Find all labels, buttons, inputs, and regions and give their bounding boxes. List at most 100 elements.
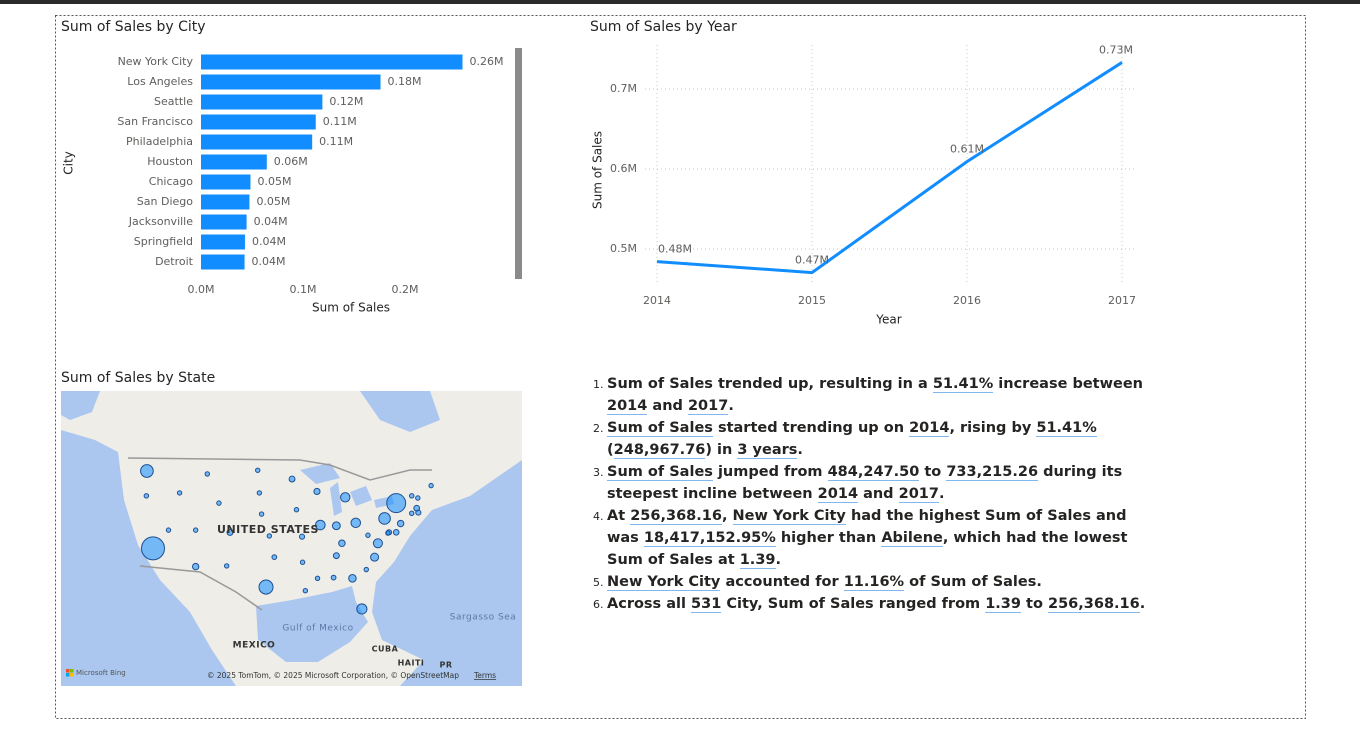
bubble xyxy=(256,490,263,496)
bubble xyxy=(140,464,154,478)
bubble xyxy=(385,530,391,536)
x-tick-label: 0.0M xyxy=(188,283,215,296)
narrative-text: higher than xyxy=(775,530,882,546)
bubble xyxy=(409,510,415,517)
border xyxy=(127,457,432,481)
bar xyxy=(201,114,316,130)
chart-title: Sum of Sales by City xyxy=(61,19,206,35)
lake xyxy=(350,486,372,506)
bubble xyxy=(378,512,391,525)
bar xyxy=(201,174,251,190)
bubble xyxy=(415,509,422,516)
narrative-text: , rising by xyxy=(949,420,1037,436)
y-axis-title: City xyxy=(62,151,76,175)
bubble xyxy=(338,539,346,548)
bubble xyxy=(350,517,362,529)
map-terms: Terms xyxy=(473,671,496,680)
narrative-highlight: Abilene xyxy=(881,530,943,547)
bubble xyxy=(409,493,415,499)
bubble xyxy=(363,566,369,573)
bubble xyxy=(226,528,234,536)
narrative-text: to xyxy=(1020,596,1048,612)
bubble xyxy=(299,559,306,565)
bubble xyxy=(396,519,405,528)
lake xyxy=(300,463,340,484)
bubble xyxy=(288,475,296,483)
narrative-highlight: 256,368.16 xyxy=(630,508,722,525)
y-tick-label: Chicago xyxy=(149,175,193,188)
bubble xyxy=(314,575,321,582)
bubble xyxy=(313,487,321,495)
narrative-highlight: New York City xyxy=(732,508,846,525)
narrative-text: . xyxy=(797,442,803,458)
value-label: 0.11M xyxy=(319,135,353,148)
y-axis-title: Sum of Sales xyxy=(591,131,605,209)
narrative-highlight: 51.41% xyxy=(932,376,994,393)
bubble xyxy=(143,493,150,499)
narrative-highlight: 733,215.26 xyxy=(946,464,1039,481)
narrative-highlight: 51.41% xyxy=(1036,420,1097,437)
y-tick-label: 0.5M xyxy=(610,242,637,255)
narrative-text: . xyxy=(1139,596,1146,612)
narrative-text: increase between xyxy=(993,376,1143,392)
y-tick-label: Houston xyxy=(147,155,193,168)
narrative-text: Sum of Sales trended up, resulting in a xyxy=(607,376,933,392)
bubble xyxy=(302,588,309,594)
bubble xyxy=(271,554,278,561)
chart-title: Sum of Sales by State xyxy=(61,370,215,386)
bubble xyxy=(216,500,222,506)
bubble xyxy=(298,533,306,540)
bar xyxy=(201,234,245,250)
map-label: PR xyxy=(439,661,452,670)
narrative-highlight: 2017 xyxy=(898,486,939,503)
y-tick-label: Springfield xyxy=(134,235,193,248)
value-label: 0.73M xyxy=(1099,43,1133,56)
water xyxy=(61,430,236,686)
value-label: 0.06M xyxy=(274,155,308,168)
value-label: 0.61M xyxy=(950,143,984,156)
y-tick-label: Detroit xyxy=(155,255,194,268)
narrative-text: . xyxy=(728,398,734,414)
bubble xyxy=(415,495,421,501)
narrative-highlight: New York City xyxy=(607,574,721,591)
narrative-text: during its steepest incline between xyxy=(607,464,1123,502)
bar xyxy=(201,54,463,70)
bubble xyxy=(204,471,210,477)
value-label: 0.05M xyxy=(257,175,291,188)
value-label: 0.04M xyxy=(252,235,286,248)
bubble xyxy=(255,467,261,473)
value-label: 0.48M xyxy=(658,243,692,256)
value-label: 0.47M xyxy=(795,254,829,267)
water xyxy=(360,391,440,432)
map-label: HAITI xyxy=(398,659,425,668)
narrative-text: , xyxy=(721,508,733,524)
narrative-item: Across all 531 City, Sum of Sales ranged… xyxy=(607,593,1155,615)
narrative: Sum of Sales trended up, resulting in a … xyxy=(592,373,1155,615)
bar xyxy=(201,134,313,150)
narrative-highlight: 531 xyxy=(691,596,722,613)
bar xyxy=(201,154,267,170)
chart-title: Sum of Sales by Year xyxy=(590,19,737,35)
y-tick-label: Seattle xyxy=(154,95,193,108)
narrative-item: At 256,368.16, New York City had the hig… xyxy=(607,505,1155,571)
scrollbar xyxy=(515,48,522,279)
y-tick-label: San Francisco xyxy=(117,115,193,128)
map-logo: Microsoft Bing xyxy=(76,669,126,677)
narrative-highlight: 2014 xyxy=(817,486,859,503)
bubble xyxy=(331,521,341,531)
bubble xyxy=(370,552,380,562)
narrative-item: Sum of Sales started trending up on 2014… xyxy=(607,417,1155,461)
narrative-highlight: Sum of Sales xyxy=(607,420,713,437)
map-label: CUBA xyxy=(372,645,399,654)
bar xyxy=(201,194,250,210)
x-tick-label: 2014 xyxy=(643,294,671,307)
narrative-highlight: 2014 xyxy=(909,420,950,437)
map-label: Gulf of Mexico xyxy=(282,624,353,634)
narrative-text: . xyxy=(775,552,782,568)
value-label: 0.26M xyxy=(469,55,503,68)
bubble xyxy=(191,562,200,571)
y-tick-label: 0.7M xyxy=(610,82,637,95)
value-label: 0.04M xyxy=(252,255,286,268)
y-tick-label: New York City xyxy=(118,55,194,68)
narrative-highlight: Sum of Sales xyxy=(607,464,713,481)
